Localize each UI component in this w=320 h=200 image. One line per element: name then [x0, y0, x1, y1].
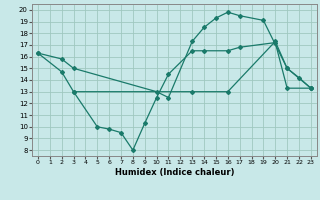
X-axis label: Humidex (Indice chaleur): Humidex (Indice chaleur)	[115, 168, 234, 177]
